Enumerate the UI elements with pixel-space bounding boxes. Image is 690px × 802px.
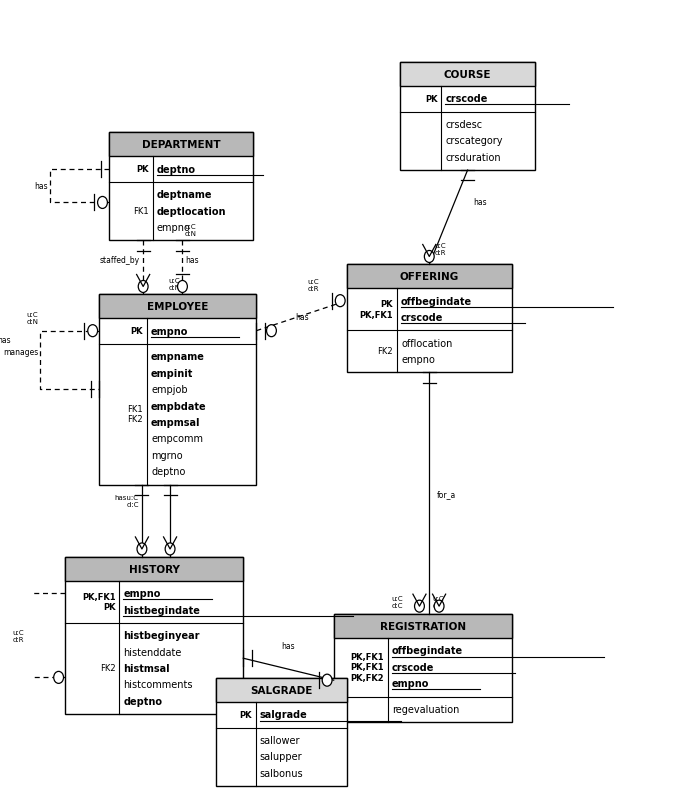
Text: u:C
d:N: u:C d:N <box>26 312 39 325</box>
Text: PK,FK1
PK: PK,FK1 PK <box>82 592 115 611</box>
Text: empname: empname <box>151 352 205 362</box>
Bar <box>109 133 253 241</box>
Text: staffed_by: staffed_by <box>100 256 140 265</box>
Text: COURSE: COURSE <box>444 70 491 80</box>
Text: histbeginyear: histbeginyear <box>124 630 200 640</box>
Text: PK: PK <box>130 326 144 336</box>
Text: HISTORY: HISTORY <box>129 565 179 574</box>
Circle shape <box>266 326 277 338</box>
Circle shape <box>335 295 345 307</box>
Bar <box>109 133 253 157</box>
Text: empjob: empjob <box>151 385 188 395</box>
Text: FK2: FK2 <box>100 663 115 673</box>
Text: u:C
d:N: u:C d:N <box>184 225 197 237</box>
Bar <box>216 678 347 703</box>
Text: FK1: FK1 <box>133 207 149 216</box>
Text: PK: PK <box>239 710 252 719</box>
Text: salgrade: salgrade <box>259 710 308 719</box>
Text: has: has <box>34 182 48 191</box>
Text: u:C
d:R: u:C d:R <box>12 629 24 642</box>
Bar <box>99 295 257 319</box>
Text: empno: empno <box>392 678 429 688</box>
Bar <box>400 63 535 87</box>
Text: SALGRADE: SALGRADE <box>250 686 313 695</box>
Text: offbegindate: offbegindate <box>392 646 463 655</box>
Text: offbegindate: offbegindate <box>401 296 472 306</box>
Text: empno: empno <box>157 223 191 233</box>
Circle shape <box>415 601 424 613</box>
Text: deptno: deptno <box>151 467 186 476</box>
Text: has: has <box>295 313 308 322</box>
Text: PK: PK <box>425 95 437 103</box>
Text: u:C
d:R: u:C d:R <box>433 595 444 608</box>
Text: crsdesc: crsdesc <box>445 119 482 130</box>
Text: empno: empno <box>151 326 188 336</box>
Text: PK: PK <box>137 165 149 174</box>
Circle shape <box>138 282 148 293</box>
Text: deptname: deptname <box>157 190 213 200</box>
Text: FK1
FK2: FK1 FK2 <box>128 404 144 424</box>
Bar <box>347 265 512 289</box>
Text: histenddate: histenddate <box>124 646 181 657</box>
Text: REGISTRATION: REGISTRATION <box>380 622 466 631</box>
Circle shape <box>424 251 434 263</box>
Text: empinit: empinit <box>151 368 193 379</box>
Text: crscode: crscode <box>445 94 488 104</box>
Text: histcomments: histcomments <box>124 679 193 690</box>
Text: deptno: deptno <box>157 164 196 174</box>
Text: u:C
d:C: u:C d:C <box>391 595 403 608</box>
Circle shape <box>434 601 444 613</box>
Text: sallower: sallower <box>259 735 300 745</box>
Text: has: has <box>0 335 11 344</box>
Text: DEPARTMENT: DEPARTMENT <box>141 140 220 150</box>
Text: u:C
d:N: u:C d:N <box>168 278 181 291</box>
Text: histmsal: histmsal <box>124 663 170 673</box>
Text: empno: empno <box>401 354 435 365</box>
Text: mgrno: mgrno <box>151 450 183 460</box>
Text: FK2: FK2 <box>377 347 393 356</box>
Circle shape <box>97 197 108 209</box>
Text: empno: empno <box>124 589 161 598</box>
Text: has: has <box>186 256 199 265</box>
Bar <box>347 265 512 373</box>
Bar <box>334 614 512 723</box>
Text: hasu:C
    d:C: hasu:C d:C <box>115 495 139 508</box>
Circle shape <box>165 543 175 555</box>
Text: for_a: for_a <box>437 489 456 498</box>
Text: empmsal: empmsal <box>151 417 201 427</box>
Circle shape <box>137 543 147 555</box>
Bar <box>334 614 512 638</box>
Text: empcomm: empcomm <box>151 434 203 444</box>
Text: crsduration: crsduration <box>445 152 501 163</box>
Text: crscode: crscode <box>392 662 434 672</box>
Text: OFFERING: OFFERING <box>400 272 459 282</box>
Text: u:C
d:R: u:C d:R <box>308 279 319 292</box>
Text: has: has <box>282 642 295 650</box>
Bar <box>65 557 244 715</box>
Circle shape <box>88 326 97 338</box>
Text: u:C
d:R: u:C d:R <box>435 242 446 256</box>
Text: PK,FK1
PK,FK1
PK,FK2: PK,FK1 PK,FK1 PK,FK2 <box>351 652 384 682</box>
Text: has: has <box>473 197 486 206</box>
Text: empbdate: empbdate <box>151 401 207 411</box>
Text: offlocation: offlocation <box>401 338 453 348</box>
Text: salupper: salupper <box>259 751 302 761</box>
Text: manages: manages <box>3 348 39 357</box>
Circle shape <box>177 282 188 293</box>
Text: salbonus: salbonus <box>259 768 304 778</box>
Bar <box>99 295 257 485</box>
Text: regevaluation: regevaluation <box>392 704 460 714</box>
Bar <box>65 557 244 581</box>
Text: deptno: deptno <box>124 696 162 706</box>
Text: histbegindate: histbegindate <box>124 605 200 615</box>
Text: PK
PK,FK1: PK PK,FK1 <box>359 300 393 319</box>
Text: crscode: crscode <box>401 313 444 322</box>
Text: EMPLOYEE: EMPLOYEE <box>147 302 208 312</box>
Text: crscategory: crscategory <box>445 136 503 146</box>
Circle shape <box>322 674 332 687</box>
Bar <box>400 63 535 171</box>
Text: deptlocation: deptlocation <box>157 206 226 217</box>
Bar <box>216 678 347 786</box>
Circle shape <box>54 671 63 683</box>
